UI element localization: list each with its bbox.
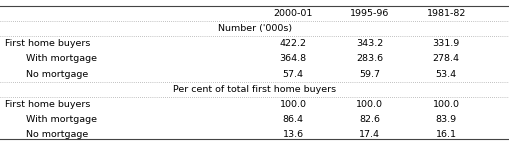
- Text: 16.1: 16.1: [435, 130, 456, 139]
- Text: No mortgage: No mortgage: [25, 130, 88, 139]
- Text: 1995-96: 1995-96: [349, 9, 389, 18]
- Text: Number ('000s): Number ('000s): [217, 24, 292, 33]
- Text: 364.8: 364.8: [279, 54, 306, 63]
- Text: With mortgage: With mortgage: [25, 115, 96, 124]
- Text: 59.7: 59.7: [358, 70, 380, 79]
- Text: 1981-82: 1981-82: [426, 9, 465, 18]
- Text: 100.0: 100.0: [356, 100, 382, 109]
- Text: 17.4: 17.4: [358, 130, 380, 139]
- Text: 53.4: 53.4: [435, 70, 456, 79]
- Text: 100.0: 100.0: [279, 100, 306, 109]
- Text: 13.6: 13.6: [282, 130, 303, 139]
- Text: No mortgage: No mortgage: [25, 70, 88, 79]
- Text: First home buyers: First home buyers: [5, 100, 90, 109]
- Text: 343.2: 343.2: [355, 39, 383, 48]
- Text: 331.9: 331.9: [432, 39, 459, 48]
- Text: 422.2: 422.2: [279, 39, 306, 48]
- Text: 83.9: 83.9: [435, 115, 456, 124]
- Text: With mortgage: With mortgage: [25, 54, 96, 63]
- Text: 82.6: 82.6: [358, 115, 380, 124]
- Text: 57.4: 57.4: [282, 70, 303, 79]
- Text: 278.4: 278.4: [432, 54, 459, 63]
- Text: 2000-01: 2000-01: [273, 9, 313, 18]
- Text: First home buyers: First home buyers: [5, 39, 90, 48]
- Text: 283.6: 283.6: [355, 54, 383, 63]
- Text: Per cent of total first home buyers: Per cent of total first home buyers: [173, 85, 336, 94]
- Text: 100.0: 100.0: [432, 100, 459, 109]
- Text: 86.4: 86.4: [282, 115, 303, 124]
